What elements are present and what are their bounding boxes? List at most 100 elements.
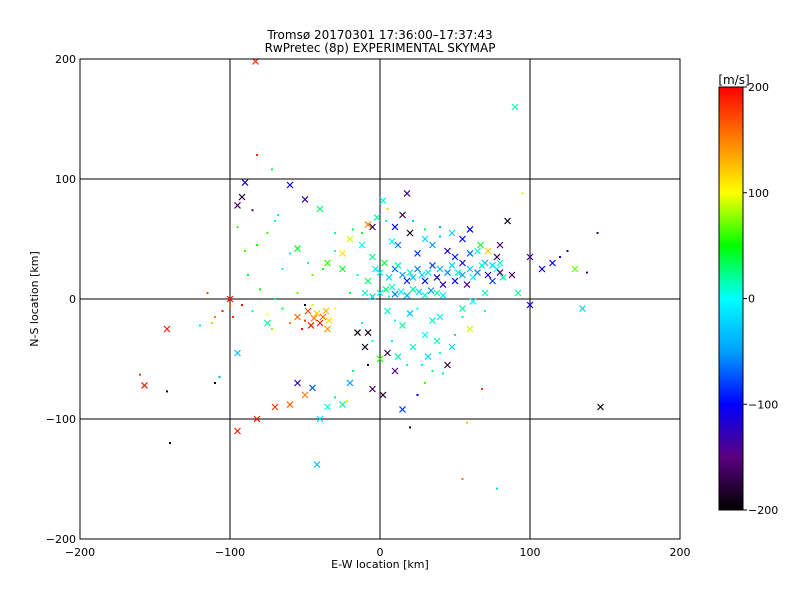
data-point-x [394, 241, 402, 249]
data-point-x [234, 201, 241, 209]
data-point-x [384, 307, 391, 315]
data-point-x [481, 289, 489, 297]
data-point-dot [367, 364, 369, 366]
data-point-x [433, 273, 441, 281]
data-point-x [234, 349, 241, 357]
data-point-x [372, 265, 379, 273]
data-point-dot [388, 295, 390, 298]
data-point-x [466, 265, 474, 273]
data-point-dot [559, 256, 561, 258]
data-point-x [324, 403, 331, 411]
data-point-x [496, 269, 504, 277]
data-point-dot [566, 250, 569, 252]
data-point-x [346, 379, 354, 387]
data-point-x [399, 271, 406, 279]
data-point-dot [521, 192, 524, 195]
plot-frame [79, 58, 681, 540]
data-point-x [424, 269, 432, 277]
data-point-dot [311, 274, 314, 276]
data-point-x [369, 385, 376, 393]
data-point-dot [221, 310, 224, 312]
data-point-x [394, 261, 402, 269]
data-point-dot [274, 298, 276, 300]
x-tick-label: 200 [670, 546, 691, 559]
data-point-x [429, 261, 436, 269]
y-axis: −200 −100 0 100 200 [46, 53, 76, 546]
data-point-x [409, 285, 417, 293]
data-point-x [361, 289, 369, 297]
data-point-x [499, 273, 507, 281]
data-point-x [301, 195, 309, 203]
data-point-x [421, 331, 429, 339]
data-point-x [454, 269, 462, 277]
data-point-x [444, 361, 451, 369]
data-point-dot [304, 319, 306, 322]
data-point-dot [391, 340, 393, 342]
data-point-x [369, 293, 376, 301]
data-point-dot [454, 334, 456, 336]
data-point-x [253, 415, 261, 423]
data-point-dot [214, 316, 216, 318]
data-point-x [346, 235, 354, 243]
data-point-dot [409, 426, 411, 429]
data-point-x [429, 317, 436, 325]
y-axis-label: N-S location [km] [28, 251, 41, 347]
data-point-x [474, 269, 481, 277]
data-point-x [496, 241, 504, 249]
data-point-dot [236, 226, 239, 228]
data-point-dot [356, 274, 359, 276]
colorbar-tick-label: 100 [748, 187, 769, 200]
data-point-x [466, 249, 474, 257]
data-point-x [324, 325, 331, 333]
data-point-dot [386, 208, 389, 210]
data-point-dot [289, 252, 291, 255]
data-point-x [399, 321, 406, 329]
data-point-x [508, 271, 516, 279]
y-tick-label: 100 [55, 173, 76, 186]
data-point-dot [296, 292, 299, 294]
x-axis: −200 −100 0 100 200 [65, 546, 691, 559]
data-point-dot [274, 220, 276, 222]
data-point-x [514, 289, 522, 297]
data-point-x [459, 235, 466, 243]
data-point-x [484, 247, 492, 255]
data-point-x [358, 241, 366, 249]
data-point-dot [424, 382, 426, 384]
data-point-dot [481, 388, 483, 390]
data-point-x [496, 259, 504, 267]
data-point-x [489, 261, 496, 269]
data-point-x [451, 277, 459, 285]
data-point-x [421, 235, 429, 243]
data-point-x [549, 259, 556, 267]
data-point-x [459, 271, 466, 279]
data-point-dot [461, 478, 464, 480]
data-point-x [433, 337, 441, 345]
data-point-x [448, 229, 456, 237]
data-point-x [325, 317, 333, 325]
data-point-x [526, 253, 534, 261]
data-point-dot [232, 316, 234, 318]
data-point-dot [256, 244, 258, 246]
data-point-dot [229, 304, 231, 306]
data-point-dot [406, 364, 408, 366]
data-point-dot [352, 370, 354, 372]
data-point-dot [431, 370, 434, 372]
data-point-x [597, 403, 604, 411]
data-point-dot [596, 232, 599, 234]
data-point-dot [206, 292, 209, 294]
y-tick-label: 200 [55, 53, 76, 66]
data-point-x [316, 415, 324, 423]
data-point-x [463, 281, 471, 289]
data-point-x [354, 329, 361, 337]
data-point-x [361, 343, 369, 351]
data-point-x [313, 461, 321, 469]
data-point-x [379, 391, 387, 399]
data-point-x [271, 403, 279, 411]
data-point-x [436, 265, 444, 273]
data-point-dot [334, 396, 336, 399]
data-point-dot [442, 372, 444, 375]
data-point-x [310, 314, 318, 322]
data-point-dot [259, 288, 261, 291]
data-point-x [324, 259, 331, 267]
data-point-x [364, 277, 372, 285]
